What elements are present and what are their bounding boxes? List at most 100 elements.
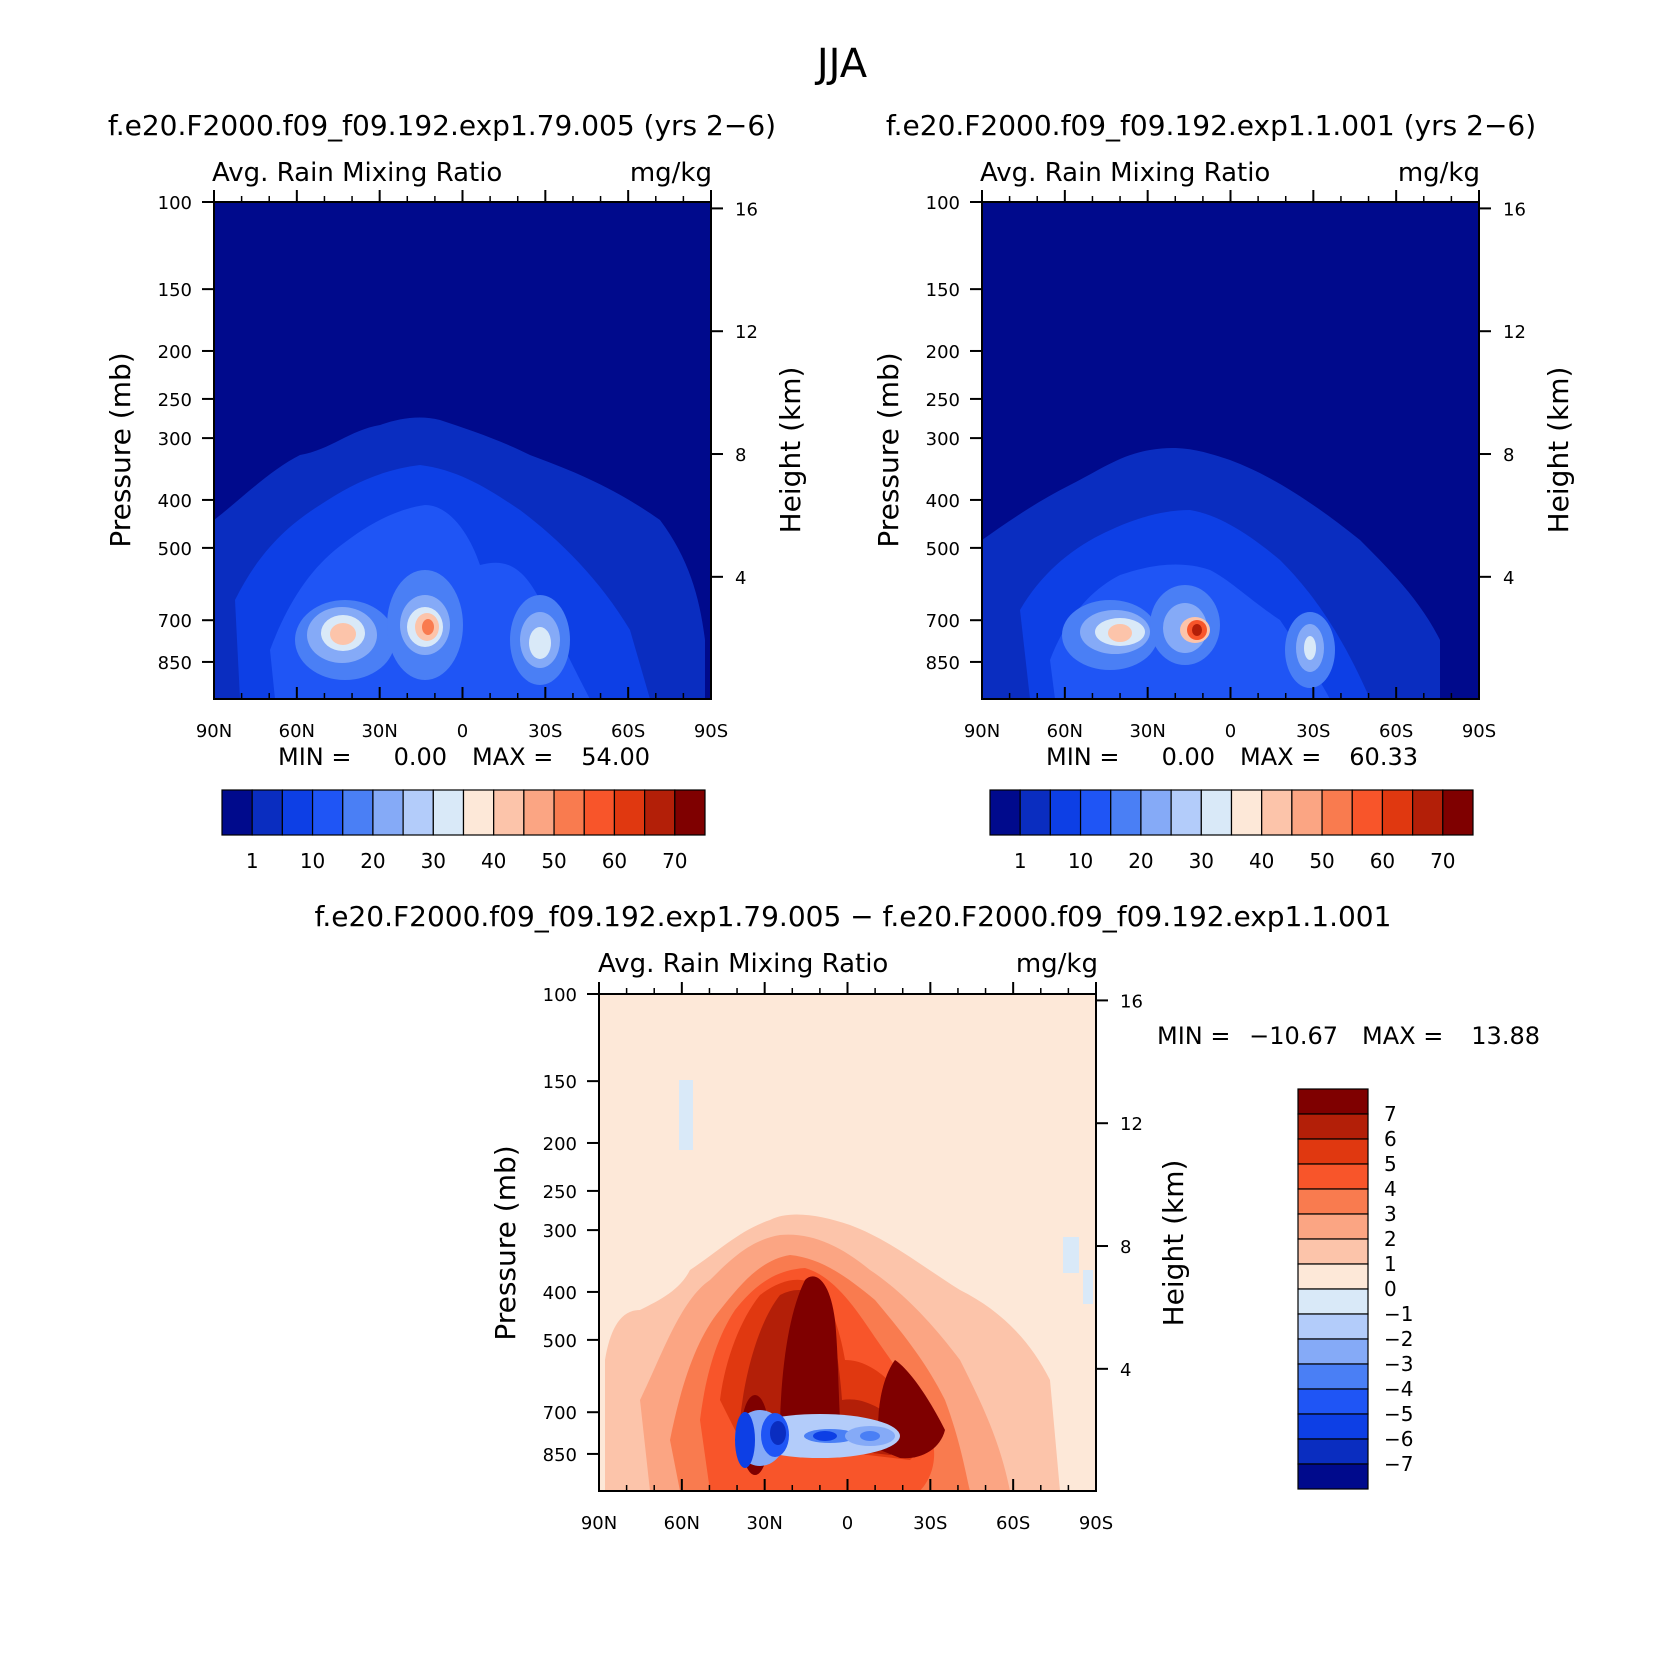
colorbar-swatch: [553, 789, 585, 836]
x-tick-label: 30S: [528, 721, 562, 742]
difference-title: f.e20.F2000.f09_f09.192.exp1.79.005 − f.…: [315, 900, 1392, 933]
y2-tick-label: 4: [735, 568, 746, 589]
contour-level-6c: [529, 627, 551, 659]
colorbar-label: 50: [1309, 849, 1334, 873]
x-tick-label: 30S: [913, 1513, 947, 1534]
small-negative-patch: [679, 1080, 693, 1150]
figure-title: JJA: [814, 41, 868, 87]
y-tick-label: 500: [158, 539, 192, 560]
colorbar-label: 40: [481, 849, 506, 873]
colorbar-label: 60: [602, 849, 627, 873]
x-tick-label: 90N: [581, 1513, 617, 1534]
colorbar-swatch: [1261, 789, 1293, 836]
x-tick-label: 90S: [694, 721, 728, 742]
y-tick-label: 100: [926, 193, 960, 214]
y-tick-label: 400: [926, 491, 960, 512]
colorbar-swatch: [1230, 789, 1263, 836]
colorbar-swatch: [674, 789, 706, 836]
colorbar-label: 3: [1384, 1202, 1397, 1226]
colorbar-swatch: [1412, 789, 1444, 836]
x-tick-label: 60S: [611, 721, 645, 742]
colorbar-swatch: [311, 789, 344, 836]
y-tick-label: 150: [543, 1072, 577, 1093]
colorbar-label: 70: [1430, 849, 1455, 873]
colorbar-label: −7: [1384, 1452, 1413, 1476]
y-tick-label: 700: [158, 611, 192, 632]
colorbar-swatch: [1110, 789, 1142, 836]
colorbar-swatch: [523, 789, 555, 836]
y2-tick-label: 4: [1503, 568, 1514, 589]
panel-difference: f.e20.F2000.f09_f09.192.exp1.79.005 − f.…: [315, 900, 1540, 1534]
colorbar-swatch: [1297, 1138, 1369, 1165]
colorbar-swatch: [1297, 1338, 1369, 1365]
y-tick-label: 200: [158, 342, 192, 363]
y2-tick-label: 12: [1120, 1114, 1143, 1135]
colorbar-swatch: [1297, 1463, 1369, 1490]
colorbar-label: 70: [662, 849, 687, 873]
colorbar-swatch: [1140, 789, 1172, 836]
colorbar-swatch: [1351, 789, 1384, 836]
x-tick-label: 60N: [1047, 721, 1083, 742]
y-tick-label: 850: [158, 653, 192, 674]
colorbar-swatch: [1170, 789, 1202, 836]
y-tick-label: 250: [926, 390, 960, 411]
colorbar-swatch: [1297, 1163, 1369, 1190]
y-tick-label: 150: [158, 280, 192, 301]
y2-axis-title: Height (km): [1157, 1160, 1190, 1327]
min-value: −10.67: [1249, 1022, 1338, 1050]
y2-tick-label: 12: [735, 322, 758, 343]
y-tick-label: 300: [158, 429, 192, 450]
x-tick-label: 60N: [664, 1513, 700, 1534]
y-tick-label: 850: [926, 653, 960, 674]
colorbar-label: 5: [1384, 1152, 1397, 1176]
colorbar-label: 50: [541, 849, 566, 873]
colorbar-swatch: [1049, 789, 1082, 836]
small-negative-patch: [1063, 1237, 1079, 1273]
colorbar: 1 10 20 30 40 50 60 70: [221, 789, 706, 873]
y-tick-label: 100: [158, 193, 192, 214]
colorbar-label: 10: [300, 849, 325, 873]
y2-tick-label: 16: [1503, 199, 1526, 220]
contour-level-neg4: [735, 1412, 755, 1468]
y2-tick-label: 16: [1120, 991, 1143, 1012]
colorbar-swatch: [1321, 789, 1353, 836]
y-axis-title: Pressure (mb): [872, 352, 905, 547]
colorbar-swatch: [342, 789, 374, 836]
x-tick-label: 30S: [1296, 721, 1330, 742]
max-label: MAX =: [1240, 743, 1321, 771]
colorbar-swatch: [1297, 1413, 1369, 1440]
colorbar-swatch: [1297, 1363, 1369, 1390]
x-tick-label: 30N: [746, 1513, 782, 1534]
x-tick-label: 90N: [964, 721, 1000, 742]
colorbar-swatch: [493, 789, 525, 836]
y2-tick-label: 12: [1503, 322, 1526, 343]
y-tick-label: 850: [543, 1445, 577, 1466]
colorbar-swatch: [989, 789, 1021, 836]
colorbar-label: 40: [1249, 849, 1274, 873]
colorbar-swatch: [281, 789, 314, 836]
colorbar-label: −2: [1384, 1327, 1413, 1351]
colorbar-label: 6: [1384, 1127, 1397, 1151]
colorbar-swatch: [1442, 789, 1474, 836]
colorbar-swatch: [1297, 1088, 1369, 1115]
colorbar-label: 10: [1068, 849, 1093, 873]
colorbar-swatch: [1019, 789, 1051, 836]
y-tick-label: 400: [543, 1283, 577, 1304]
x-tick-label: 30N: [361, 721, 397, 742]
y-tick-label: 150: [926, 280, 960, 301]
y-tick-label: 250: [543, 1182, 577, 1203]
panel-control: f.e20.F2000.f09_f09.192.exp1.1.001 (yrs …: [872, 109, 1575, 873]
colorbar-swatch: [432, 789, 465, 836]
max-label: MAX =: [1362, 1022, 1443, 1050]
min-label: MIN =: [278, 743, 351, 771]
colorbar-label: −5: [1384, 1402, 1413, 1426]
y2-tick-label: 8: [1120, 1237, 1131, 1258]
y2-axis-title: Height (km): [774, 367, 807, 534]
min-label: MIN =: [1046, 743, 1119, 771]
contour-field: [213, 201, 712, 700]
y-tick-label: 200: [543, 1134, 577, 1155]
min-value: 0.00: [394, 743, 447, 771]
y2-tick-label: 16: [735, 199, 758, 220]
colorbar-swatch: [613, 789, 646, 836]
